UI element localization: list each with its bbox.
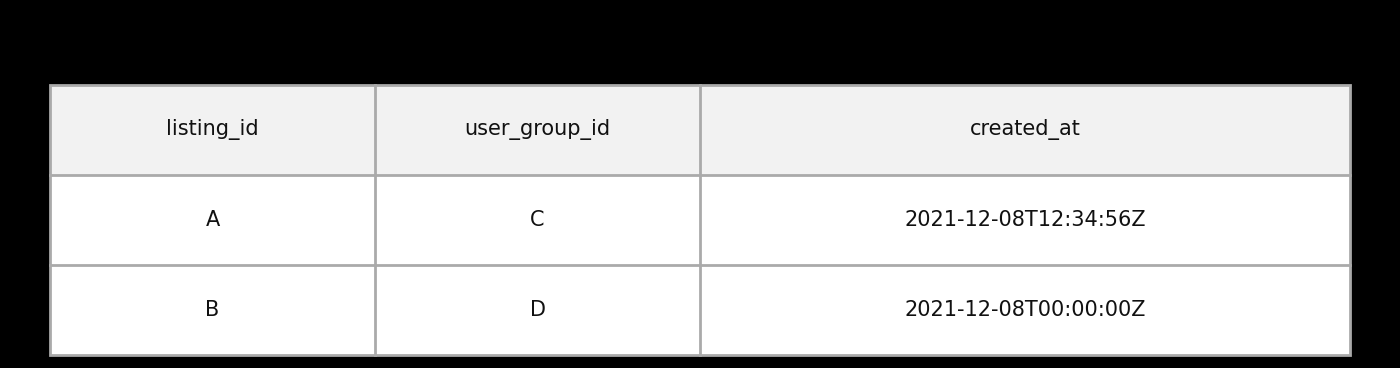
Bar [700, 175, 1350, 265]
Text: A: A [206, 210, 220, 230]
Bar [375, 85, 700, 175]
Text: listing_id: listing_id [167, 120, 259, 141]
Text: 2021-12-08T00:00:00Z: 2021-12-08T00:00:00Z [904, 300, 1145, 320]
Bar [50, 85, 1350, 355]
Text: B: B [206, 300, 220, 320]
Bar [375, 175, 700, 265]
Text: C: C [531, 210, 545, 230]
Bar [700, 265, 1350, 355]
Bar [50, 175, 375, 265]
Bar [375, 265, 700, 355]
Bar [700, 85, 1350, 175]
Text: D: D [529, 300, 546, 320]
Text: user_group_id: user_group_id [465, 120, 610, 141]
Text: created_at: created_at [970, 120, 1081, 141]
Bar [50, 85, 375, 175]
Text: 2021-12-08T12:34:56Z: 2021-12-08T12:34:56Z [904, 210, 1145, 230]
Bar [50, 265, 375, 355]
